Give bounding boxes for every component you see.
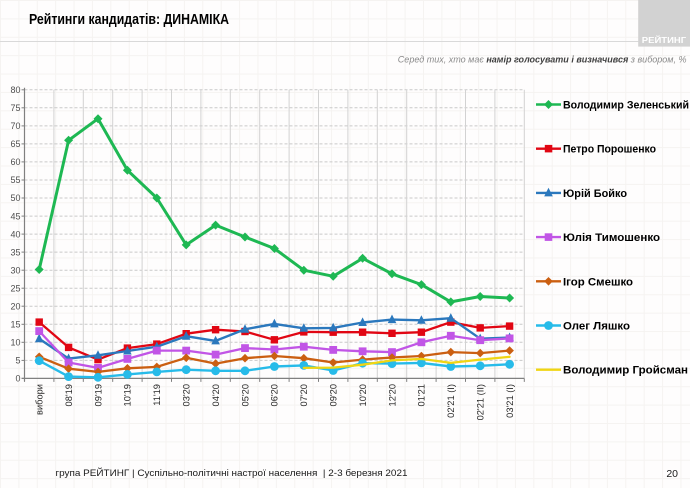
svg-text:Володимир Зеленський: Володимир Зеленський [563,100,689,112]
svg-text:25: 25 [10,283,20,293]
svg-text:70: 70 [10,121,20,131]
svg-text:Рейтинги кандидатів: ДИНАМІКА: Рейтинги кандидатів: ДИНАМІКА [29,11,229,28]
svg-text:75: 75 [10,103,20,113]
svg-text:04'20: 04'20 [211,384,221,406]
svg-text:03'21 (І): 03'21 (І) [505,384,515,418]
svg-text:Володимир Гройсман: Володимир Гройсман [563,365,688,377]
svg-text:65: 65 [10,139,20,149]
svg-text:0: 0 [15,374,20,384]
svg-text:Юлія Тимошенко: Юлія Тимошенко [563,232,660,244]
svg-text:15: 15 [10,320,20,330]
svg-text:група РЕЙТИНГ | Суспільно-полі: група РЕЙТИНГ | Суспільно-політичні наст… [56,467,408,478]
svg-text:02'21 (ІІ): 02'21 (ІІ) [476,384,486,420]
svg-text:02'21 (І): 02'21 (І) [446,384,456,418]
svg-text:Юрій Бойко: Юрій Бойко [563,188,627,200]
svg-text:вибори: вибори [35,384,45,415]
svg-text:20: 20 [666,468,678,480]
svg-text:10'20: 10'20 [358,384,368,406]
svg-text:80: 80 [10,85,20,95]
svg-text:03'20: 03'20 [182,384,192,406]
svg-text:11'19: 11'19 [152,384,162,406]
svg-text:55: 55 [10,175,20,185]
svg-text:5: 5 [15,356,20,366]
svg-text:05'20: 05'20 [240,384,250,406]
svg-text:Петро Порошенко: Петро Порошенко [563,144,656,156]
svg-text:09'19: 09'19 [93,384,103,406]
svg-text:09'20: 09'20 [329,384,339,406]
svg-text:20: 20 [10,301,20,311]
svg-text:12'20: 12'20 [387,384,397,406]
svg-text:40: 40 [10,229,20,239]
svg-text:35: 35 [10,247,20,257]
svg-text:10'19: 10'19 [123,384,133,406]
svg-text:Олег Ляшко: Олег Ляшко [563,321,630,333]
svg-text:06'20: 06'20 [270,384,280,406]
svg-text:60: 60 [10,157,20,167]
svg-text:07'20: 07'20 [299,384,309,406]
svg-text:РЕЙТИНГ: РЕЙТИНГ [642,34,687,45]
svg-text:Серед тих, хто має намір голос: Серед тих, хто має намір голосувати і ви… [398,54,687,64]
svg-text:01'21: 01'21 [417,384,427,406]
svg-text:50: 50 [10,193,20,203]
svg-text:45: 45 [10,211,20,221]
svg-text:Ігор Смешко: Ігор Смешко [563,276,633,288]
svg-text:30: 30 [10,265,20,275]
svg-text:08'19: 08'19 [64,384,74,406]
svg-text:10: 10 [10,338,20,348]
